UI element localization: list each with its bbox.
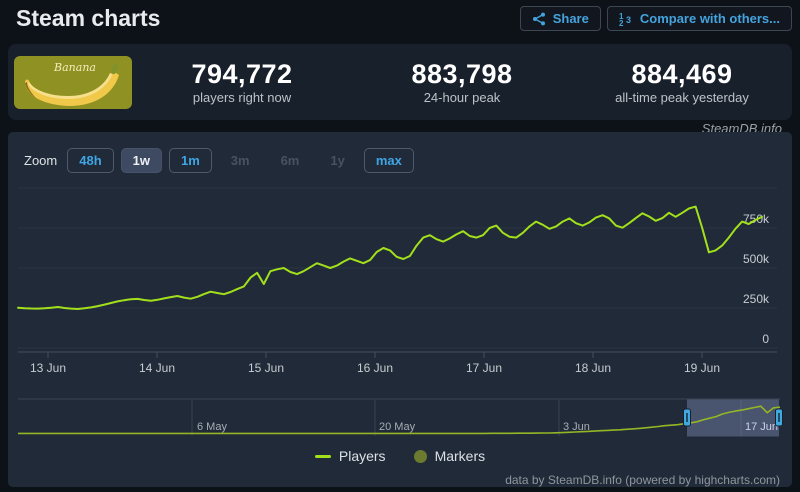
x-axis-label: 17 Jun	[466, 361, 502, 375]
zoom-controls: Zoom 48h 1w 1m 3m 6m 1y max	[24, 148, 414, 173]
share-icon	[532, 12, 546, 26]
stat-label: 24-hour peak	[423, 90, 501, 105]
stat-label: all-time peak yesterday	[615, 90, 749, 105]
banana-body	[25, 69, 119, 106]
legend-markers-label: Markers	[434, 448, 486, 464]
x-axis-label: 19 Jun	[684, 361, 720, 375]
svg-text:3: 3	[626, 15, 631, 25]
chart-credit: data by SteamDB.info (powered by highcha…	[505, 473, 780, 487]
zoom-button-3m: 3m	[230, 153, 250, 168]
zoom-button-1w[interactable]: 1w	[120, 148, 162, 173]
x-axis-label: 18 Jun	[575, 361, 611, 375]
compare-button-label: Compare with others...	[639, 11, 780, 26]
stat-label: players right now	[192, 90, 292, 105]
x-axis-label: 13 Jun	[30, 361, 66, 375]
navigator-date-label: 6 May	[197, 421, 227, 433]
compare-button[interactable]: 1 2 3 Compare with others...	[606, 6, 792, 31]
banana-image: Banana	[14, 55, 132, 109]
chart-legend: Players Markers	[8, 448, 792, 464]
stat-current-players: 794,772 players right now	[132, 59, 352, 105]
navigator-date-label: 3 Jun	[563, 421, 590, 433]
zoom-label: Zoom	[24, 153, 58, 168]
x-axis-label: 14 Jun	[139, 361, 175, 375]
players-line-swatch	[314, 454, 331, 458]
stat-value: 884,469	[631, 59, 733, 89]
legend-players-label: Players	[338, 448, 386, 464]
share-button-label: Share	[552, 11, 589, 26]
share-button[interactable]: Share	[519, 6, 601, 31]
stats-panel: Banana 794,772 players right now 883,798…	[8, 44, 792, 120]
x-axis-label: 15 Jun	[248, 361, 284, 375]
zoom-button-1y: 1y	[330, 153, 345, 168]
y-axis-label: 500k	[743, 252, 770, 266]
svg-text:1: 1	[619, 12, 624, 21]
game-capsule[interactable]: Banana	[14, 55, 132, 109]
zoom-button-1m[interactable]: 1m	[168, 148, 212, 173]
stats-row: 794,772 players right now 883,798 24-hou…	[132, 59, 792, 105]
legend-item-players[interactable]: Players	[314, 448, 386, 464]
zoom-buttons: 48h 1w 1m 3m 6m 1y max	[67, 148, 414, 173]
stat-alltime-peak: 884,469 all-time peak yesterday	[572, 59, 792, 105]
x-axis-label: 16 Jun	[357, 361, 393, 375]
page-title: Steam charts	[16, 5, 161, 31]
navigator-selection	[687, 399, 779, 437]
navigator-date-label: 20 May	[379, 421, 416, 433]
stat-value: 883,798	[411, 59, 513, 89]
y-axis-label: 0	[762, 332, 769, 346]
header-buttons: Share 1 2 3 Compare with others...	[519, 6, 792, 31]
zoom-button-6m: 6m	[280, 153, 300, 168]
zoom-button-max[interactable]: max	[363, 148, 414, 173]
y-axis-label: 250k	[743, 292, 770, 306]
svg-text:2: 2	[619, 19, 624, 26]
svg-text:Banana: Banana	[53, 61, 96, 74]
chart-panel: Zoom 48h 1w 1m 3m 6m 1y max 750k 500k 250k 0 13 Ju…	[8, 132, 792, 487]
compare-numeric-sort-icon: 1 2 3	[619, 12, 633, 26]
navigator-date-label: 17 Jun	[745, 421, 778, 433]
legend-item-markers[interactable]: Markers	[413, 448, 486, 464]
players-series-line	[17, 205, 763, 310]
navigator-series-line	[18, 405, 781, 435]
zoom-button-48h[interactable]: 48h	[67, 148, 114, 173]
markers-dot-swatch	[413, 449, 427, 463]
stat-24h-peak: 883,798 24-hour peak	[352, 59, 572, 105]
stat-value: 794,772	[191, 59, 293, 89]
